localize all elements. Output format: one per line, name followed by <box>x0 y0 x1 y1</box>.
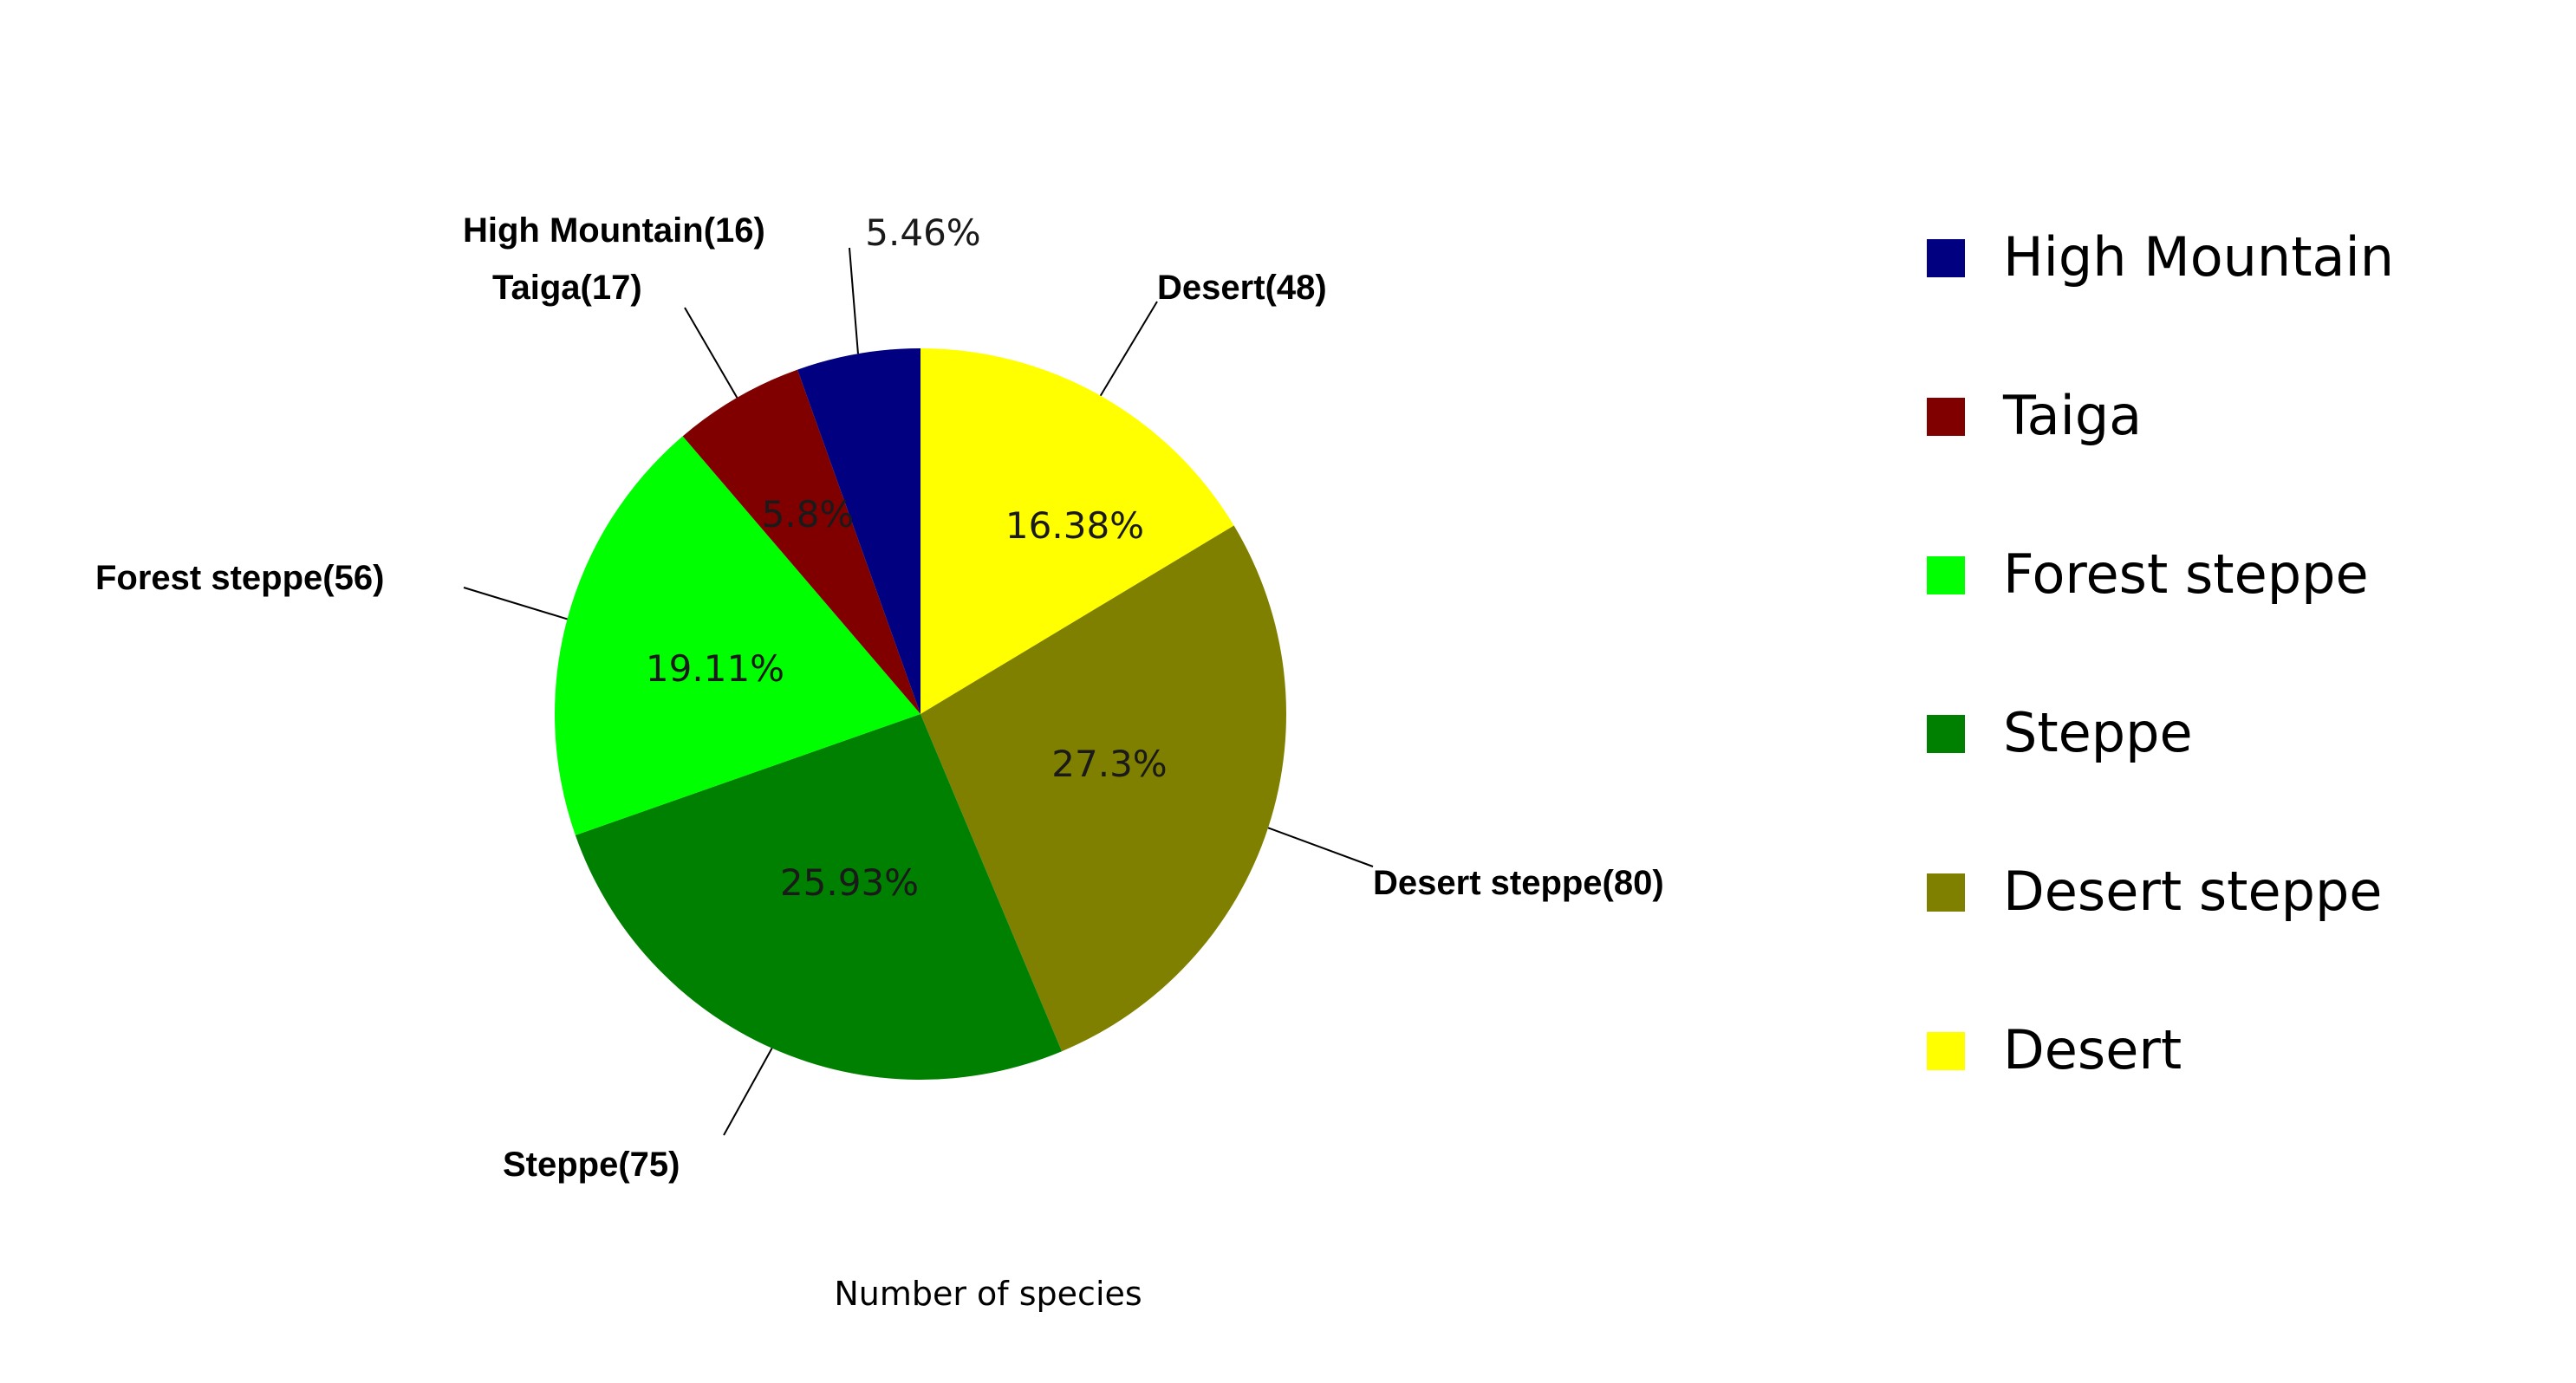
pie-slice-steppe <box>575 714 1063 1080</box>
percent-label-high-mountain: 5.46% <box>865 211 980 254</box>
legend-swatch-taiga <box>1927 398 1965 436</box>
x-axis-label: Number of species <box>834 1275 1142 1313</box>
callout-label-desert-steppe: Desert steppe(80) <box>1373 864 1664 902</box>
callout-leaders <box>463 247 1374 1136</box>
legend-label-desert: Desert <box>2003 1018 2182 1081</box>
legend-label-high-mountain: High Mountain <box>2003 225 2394 289</box>
pie-slice-desert-steppe <box>920 525 1286 1052</box>
legend-label-taiga: Taiga <box>2002 384 2142 447</box>
leader-line-taiga <box>684 307 738 399</box>
callout-labels: Desert(48) Desert steppe(80) Steppe(75) For… <box>95 211 1664 1184</box>
leader-line-desert <box>1099 301 1158 397</box>
callout-label-taiga: Taiga(17) <box>492 269 642 307</box>
legend-label-steppe: Steppe <box>2003 701 2193 764</box>
percent-label-forest-steppe: 19.11% <box>646 647 784 690</box>
percent-label-taiga: 5.8% <box>762 493 855 536</box>
callout-label-steppe: Steppe(75) <box>503 1146 680 1184</box>
legend-swatch-steppe <box>1927 715 1965 753</box>
legend-label-forest-steppe: Forest steppe <box>2003 542 2369 606</box>
pie-slice-forest-steppe <box>555 436 920 835</box>
leader-line-forest-steppe <box>463 587 568 620</box>
legend-swatch-desert-steppe <box>1927 873 1965 912</box>
pie-slices <box>555 348 1286 1080</box>
legend-label-desert-steppe: Desert steppe <box>2003 860 2382 923</box>
callout-label-forest-steppe: Forest steppe(56) <box>95 559 384 597</box>
percent-label-desert: 16.38% <box>1005 504 1144 547</box>
callout-label-desert: Desert(48) <box>1157 269 1327 307</box>
percent-labels: 16.38% 27.3% 25.93% 19.11% 5.8% 5.46% <box>646 211 1168 904</box>
percent-label-steppe: 25.93% <box>780 861 919 904</box>
legend-swatch-forest-steppe <box>1927 556 1965 594</box>
legend-swatch-desert <box>1927 1032 1965 1070</box>
leader-line-steppe <box>723 1048 773 1136</box>
leader-line-desert-steppe <box>1267 827 1374 867</box>
legend-swatch-high-mountain <box>1927 239 1965 277</box>
pie-slice-taiga <box>682 369 920 714</box>
callout-label-high-mountain: High Mountain(16) <box>463 211 765 250</box>
leader-line-high-mountain <box>849 247 859 354</box>
legend: High Mountain Taiga Forest steppe Steppe Des… <box>1927 225 2394 1081</box>
percent-label-desert-steppe: 27.3% <box>1051 743 1167 785</box>
pie-slice-desert <box>920 348 1234 714</box>
pie-slice-high-mountain <box>797 348 920 714</box>
